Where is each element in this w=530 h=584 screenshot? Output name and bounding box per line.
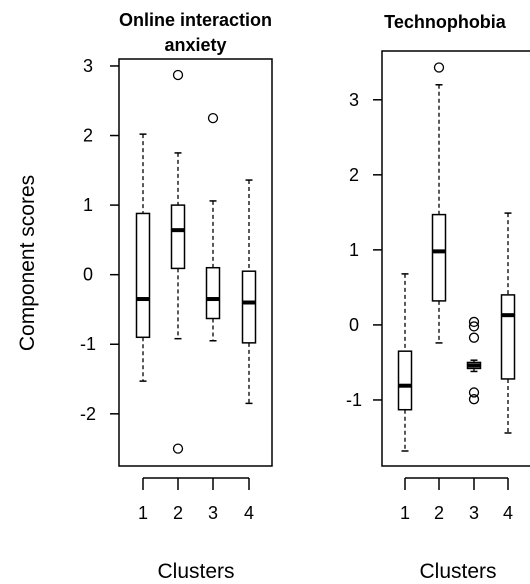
outlier-point (172, 69, 184, 81)
x-tick-label: 4 (503, 503, 513, 523)
box-cluster-4 (241, 179, 257, 405)
y-tick-label: 2 (83, 126, 93, 146)
y-tick-label: -1 (346, 390, 362, 410)
iqr-box (170, 204, 186, 270)
y-tick-label: 1 (83, 195, 93, 215)
x-tick-label: 3 (208, 503, 218, 523)
panel-title-line: Online interaction (119, 10, 272, 30)
plot-frame (118, 58, 273, 467)
box-cluster-1 (397, 273, 413, 452)
box-cluster-1 (135, 133, 151, 382)
y-tick-label: 3 (349, 90, 359, 110)
y-axis-label: Component scores (16, 175, 39, 351)
y-tick-label: -1 (80, 334, 96, 354)
y-tick-label: -2 (80, 404, 96, 424)
outlier-point (468, 387, 480, 398)
box-cluster-3 (205, 112, 221, 342)
y-tick-label: 0 (83, 265, 93, 285)
plot-frame (381, 50, 530, 467)
y-tick-label: 0 (349, 315, 359, 335)
box-cluster-2 (431, 62, 447, 344)
box-cluster-4 (500, 212, 516, 434)
iqr-box (397, 350, 413, 411)
iqr-box (431, 213, 447, 302)
iqr-box (500, 294, 516, 380)
y-tick-label: 3 (83, 56, 93, 76)
iqr-box (205, 266, 221, 320)
iqr-box (241, 270, 257, 344)
panel-title-line: anxiety (164, 35, 226, 55)
x-tick-label: 1 (138, 503, 148, 523)
box-cluster-2 (170, 69, 186, 454)
panel-technophobia: Technophobia 3 2 1 0 -1 1 2 3 4 Clusters (346, 12, 530, 583)
x-tick-label: 2 (434, 503, 444, 523)
iqr-box (135, 212, 151, 339)
y-tick-label: 1 (349, 240, 359, 260)
outlier-point (468, 394, 480, 405)
x-axis-label: Clusters (157, 560, 234, 583)
outlier-point (468, 316, 480, 328)
x-axis-label: Clusters (419, 560, 496, 583)
y-tick-label: 2 (349, 165, 359, 185)
x-tick-label: 3 (469, 503, 479, 523)
outlier-point (468, 321, 480, 332)
box-cluster-3 (466, 316, 482, 405)
outlier-point (433, 62, 445, 73)
x-tick-label: 2 (173, 503, 183, 523)
x-tick-label: 1 (400, 503, 410, 523)
panel-title-line: Technophobia (384, 12, 507, 32)
outlier-point (172, 443, 184, 454)
outlier-point (468, 332, 480, 343)
panel-online-interaction-anxiety: Online interaction anxiety 3 2 1 0 -1 -2 1 2 3 4 Clu… (80, 10, 273, 583)
outlier-point (207, 112, 219, 124)
x-tick-label: 4 (244, 503, 254, 523)
